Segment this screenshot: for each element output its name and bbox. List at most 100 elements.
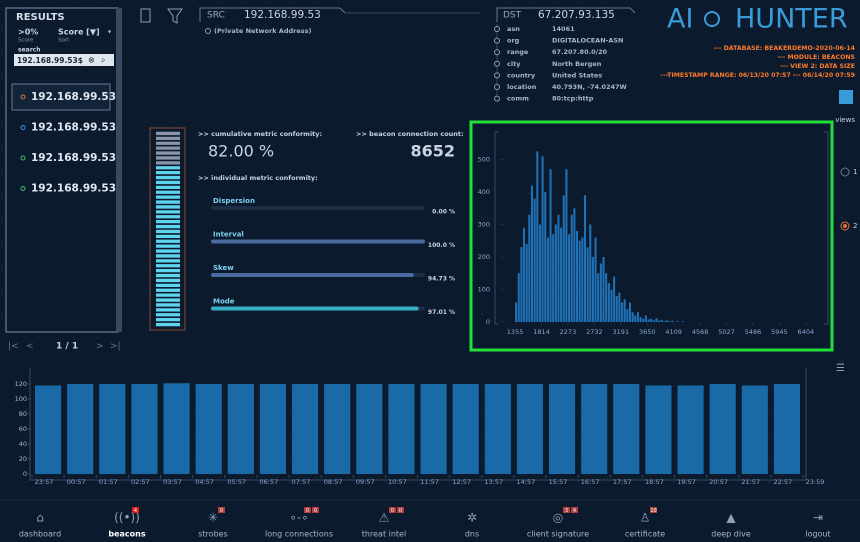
histogram-bar — [626, 309, 629, 322]
histogram-bar — [568, 234, 571, 322]
histogram-bar — [642, 318, 645, 322]
view-1[interactable] — [840, 167, 850, 177]
histogram-bar — [517, 273, 520, 322]
histogram-bar — [546, 237, 549, 322]
nav-badge — [218, 507, 225, 513]
beaker-icon[interactable] — [140, 8, 151, 23]
histogram-bar — [613, 276, 616, 322]
page-prev[interactable]: < — [26, 342, 34, 352]
nav-badge-text: 10 — [650, 508, 656, 514]
x-tick-label: 07:57 — [292, 478, 311, 486]
result-item[interactable] — [11, 83, 111, 111]
src-note-dot — [205, 28, 211, 34]
timeline-menu[interactable]: ☰ — [836, 363, 845, 374]
nav-icon[interactable]: ((•)) — [114, 511, 140, 525]
page-last[interactable]: >| — [110, 342, 121, 352]
clear-icon[interactable]: ⊗ — [88, 56, 95, 65]
histogram-bar — [602, 257, 605, 322]
dst-field-key: asn — [507, 25, 520, 33]
x-tick-label: 17:57 — [613, 478, 632, 486]
nav-icon[interactable]: ◎ — [553, 511, 563, 525]
nav-label: logout — [805, 530, 830, 539]
nav-label: deep dive — [711, 530, 751, 539]
filter-label: Score — [18, 38, 34, 44]
nav-icon[interactable]: ⇥ — [813, 511, 823, 525]
nav-icon[interactable]: ⚠ — [379, 511, 390, 525]
histogram-panel — [469, 120, 834, 352]
timeline-bar — [163, 383, 190, 474]
metric-value: 94.73 % — [428, 276, 455, 283]
page-first[interactable]: |< — [8, 342, 19, 352]
dst-field-value: 40.793N, -74.0247W — [552, 83, 627, 91]
search-icon[interactable]: ⌕ — [101, 56, 105, 65]
y-tick-label: 80 — [19, 410, 27, 418]
nav-icon[interactable]: ▲ — [726, 511, 736, 525]
nav-icon[interactable]: ⌂ — [36, 511, 44, 525]
view-2[interactable] — [840, 221, 850, 231]
x-tick-label: 19:57 — [677, 478, 696, 486]
nav-icon[interactable]: ✳ — [208, 511, 218, 525]
scrollbar — [116, 8, 122, 332]
y-tick-label: 40 — [19, 440, 27, 448]
logo-left: AI — [667, 4, 693, 35]
nav-icon[interactable]: ♙ — [640, 511, 651, 525]
search-label: search — [18, 47, 40, 54]
histogram-bar — [554, 224, 557, 322]
histogram-bar — [560, 227, 563, 322]
x-tick-label: 3650 — [639, 328, 656, 336]
result-dot — [20, 94, 26, 100]
metric-name: Dispersion — [213, 197, 255, 205]
histogram-bar — [644, 315, 647, 322]
x-tick-label: 5945 — [771, 328, 788, 336]
view-option: 1 — [853, 168, 857, 176]
histogram-bar — [671, 320, 674, 322]
metric-value: 97.01 % — [428, 309, 455, 316]
dst-ip: 67.207.93.135 — [538, 9, 615, 21]
histogram-bar — [586, 247, 589, 322]
cumulative-label: >> cumulative metric conformity: — [198, 130, 322, 138]
x-tick-label: 6404 — [798, 328, 815, 336]
metric-value: 0.00 % — [432, 209, 455, 216]
nav-icon[interactable]: ✲ — [467, 511, 477, 525]
nav-badge — [132, 507, 139, 513]
histogram-bar — [552, 234, 555, 322]
y-tick-label: 300 — [478, 221, 490, 229]
x-tick-label: 23:57 — [35, 478, 54, 486]
y-tick-label: 20 — [19, 455, 27, 463]
x-tick-label: 02:57 — [131, 478, 150, 486]
filter-icon[interactable] — [167, 8, 183, 24]
timeline-bar — [613, 384, 640, 474]
page-next[interactable]: > — [96, 342, 104, 352]
histogram-bar — [591, 257, 594, 322]
nav-badge-text: 0 — [220, 508, 223, 514]
dst-field-dot — [494, 37, 500, 44]
timeline-bar — [324, 384, 351, 474]
dst-field-key: org — [507, 37, 520, 45]
views-icon[interactable] — [839, 90, 853, 104]
histogram-bar — [557, 214, 560, 322]
nav-label: client signature — [527, 530, 589, 539]
y-tick-label: 60 — [19, 425, 27, 433]
filter-value: >0% — [18, 28, 38, 37]
histogram-bar — [589, 224, 592, 322]
axis-frame — [494, 131, 829, 325]
y-tick-label: 400 — [478, 188, 490, 196]
count-value: 8652 — [410, 142, 455, 161]
nav-icon[interactable]: ∘-∘ — [289, 511, 308, 525]
search-box[interactable] — [14, 54, 114, 66]
y-tick-label: 0 — [486, 318, 490, 326]
timeline-bar — [227, 384, 254, 474]
nav-badge-text: 3 — [565, 508, 568, 514]
timeline-bar — [35, 385, 62, 474]
timeline-bar — [420, 384, 447, 474]
timeline-bar — [356, 384, 383, 474]
histogram-bar — [639, 317, 642, 322]
info-line: --- VIEW 2: DATA SIZE — [780, 63, 855, 70]
dst-field-value: 14061 — [552, 25, 575, 33]
histogram-bar — [581, 237, 584, 322]
x-tick-label: 03:57 — [163, 478, 182, 486]
histogram-bar — [663, 321, 666, 322]
nav-badge — [650, 507, 657, 513]
nav-label: beacons — [108, 530, 145, 539]
x-tick-label: 23:59 — [806, 478, 825, 486]
